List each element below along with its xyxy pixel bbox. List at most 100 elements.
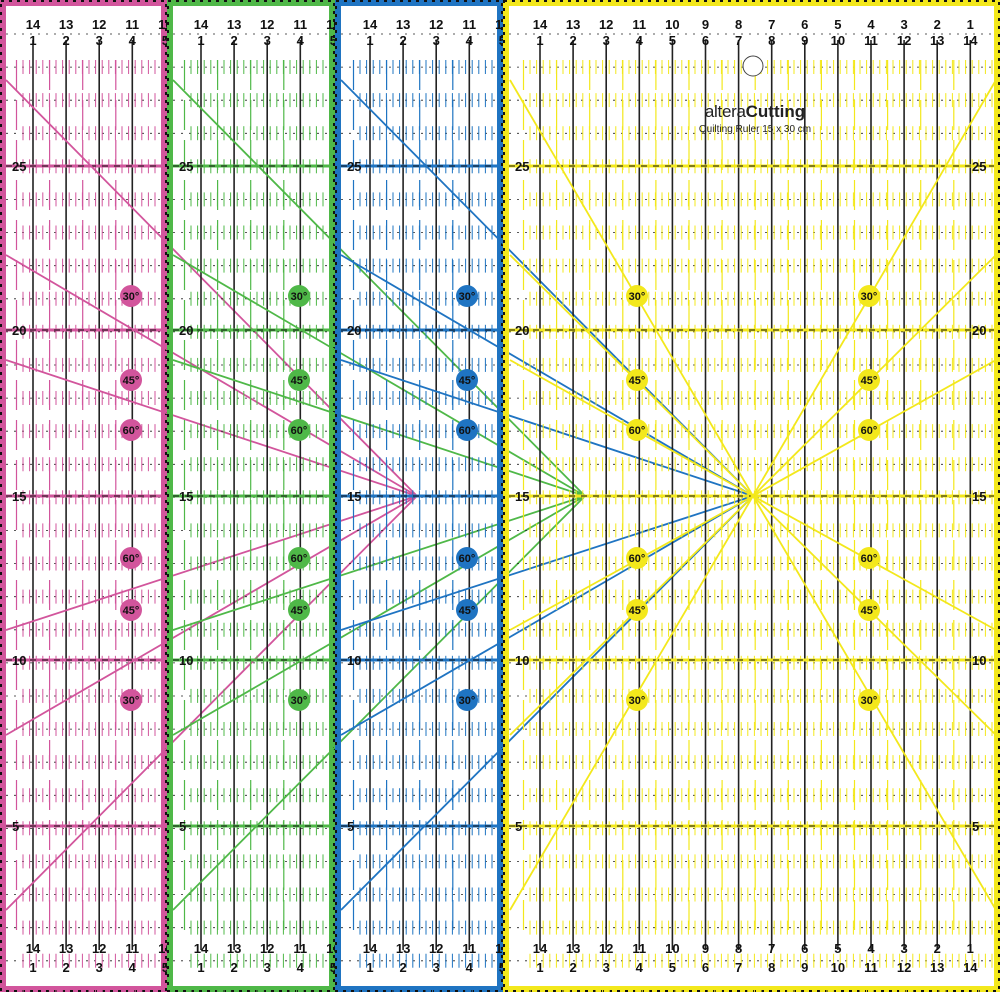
bottom-number: 1 <box>29 960 36 975</box>
bottom-top-number: 11 <box>293 941 307 956</box>
top-number: 11 <box>462 17 476 32</box>
angle-label: 45° <box>629 605 646 617</box>
bottom-top-number: 13 <box>566 941 580 956</box>
side-number-10: 10 <box>12 653 26 668</box>
top-sub-number: 2 <box>230 33 237 48</box>
top-number: 10 <box>665 17 679 32</box>
bottom-number: 9 <box>801 960 808 975</box>
bottom-number: 7 <box>735 960 742 975</box>
top-number: 12 <box>92 17 106 32</box>
angle-badge <box>120 419 142 441</box>
angle-line <box>5 79 418 497</box>
angle-label: 60° <box>291 553 308 565</box>
side-number-right-5: 5 <box>972 819 979 834</box>
side-number-5: 5 <box>179 819 186 834</box>
bottom-top-number: 1 <box>967 941 974 956</box>
angle-badge <box>858 599 880 621</box>
angle-label: 60° <box>629 425 646 437</box>
edge-ticks <box>503 0 1000 992</box>
angle-badge <box>288 599 310 621</box>
top-sub-number: 2 <box>62 33 69 48</box>
angle-label: 60° <box>123 553 140 565</box>
angle-badge <box>626 689 648 711</box>
angle-line <box>5 495 418 736</box>
side-number-20: 20 <box>515 323 529 338</box>
top-sub-number: 3 <box>264 33 271 48</box>
top-sub-number: 2 <box>399 33 406 48</box>
angle-label: 30° <box>629 695 646 707</box>
bottom-number: 3 <box>264 960 271 975</box>
bottom-top-number: 14 <box>26 941 41 956</box>
angle-label: 30° <box>459 695 476 707</box>
angle-line <box>5 495 418 631</box>
top-sub-number: 10 <box>831 33 845 48</box>
bottom-number: 2 <box>569 960 576 975</box>
side-number-15: 15 <box>347 489 361 504</box>
top-sub-number: 3 <box>433 33 440 48</box>
ruler-green: 2520151051414131312121111101011223344553… <box>167 0 586 997</box>
angle-label: 60° <box>861 553 878 565</box>
angle-line <box>5 495 418 911</box>
angle-badge <box>858 369 880 391</box>
bottom-number: 10 <box>831 960 845 975</box>
angle-line <box>340 359 754 497</box>
top-number: 1 <box>967 17 974 32</box>
angle-badge <box>120 689 142 711</box>
bottom-top-number: 12 <box>599 941 613 956</box>
top-sub-number: 14 <box>963 33 978 48</box>
top-number: 11 <box>293 17 307 32</box>
top-number: 12 <box>429 17 443 32</box>
side-number-20: 20 <box>12 323 26 338</box>
top-sub-number: 3 <box>603 33 610 48</box>
bottom-number: 5 <box>162 960 169 975</box>
side-number-right-10: 10 <box>972 653 986 668</box>
bottom-number: 13 <box>930 960 944 975</box>
bottom-number: 5 <box>669 960 676 975</box>
angle-badge <box>626 369 648 391</box>
side-number-right-15: 15 <box>972 489 986 504</box>
top-sub-number: 5 <box>499 33 506 48</box>
bottom-top-number: 12 <box>260 941 274 956</box>
bottom-top-number: 8 <box>735 941 742 956</box>
angle-label: 30° <box>629 291 646 303</box>
angle-line <box>172 495 586 736</box>
top-number: 13 <box>59 17 73 32</box>
edge-ticks <box>167 0 335 992</box>
angle-badge <box>288 369 310 391</box>
top-number: 14 <box>533 17 548 32</box>
ruler-border <box>0 0 167 992</box>
side-number-right-20: 20 <box>972 323 986 338</box>
angle-badge <box>288 689 310 711</box>
side-number-15: 15 <box>12 489 26 504</box>
bottom-number: 1 <box>536 960 543 975</box>
top-sub-number: 2 <box>569 33 576 48</box>
angle-label: 60° <box>123 425 140 437</box>
angle-label: 60° <box>459 553 476 565</box>
angle-label: 45° <box>861 605 878 617</box>
bottom-top-number: 11 <box>125 941 139 956</box>
angle-line <box>340 495 754 631</box>
angle-badge <box>626 599 648 621</box>
bottom-top-number: 14 <box>363 941 378 956</box>
angle-badge <box>288 419 310 441</box>
angle-label: 45° <box>861 375 878 387</box>
ruler-blue: 2520151051414131312121111101011223344553… <box>335 0 754 997</box>
angle-label: 30° <box>123 291 140 303</box>
bottom-number: 6 <box>702 960 709 975</box>
angle-badge <box>288 285 310 307</box>
top-number: 12 <box>599 17 613 32</box>
top-sub-number: 5 <box>330 33 337 48</box>
top-number: 14 <box>26 17 41 32</box>
bottom-top-number: 11 <box>632 941 646 956</box>
bottom-top-number: 9 <box>702 941 709 956</box>
angle-label: 30° <box>861 291 878 303</box>
top-sub-number: 13 <box>930 33 944 48</box>
bottom-number: 1 <box>197 960 204 975</box>
angle-badge <box>120 547 142 569</box>
bottom-number: 3 <box>433 960 440 975</box>
hanging-hole <box>742 55 764 77</box>
angle-badge <box>456 599 478 621</box>
angle-line <box>340 495 754 736</box>
ruler-border <box>503 0 1000 992</box>
bottom-number: 12 <box>897 960 911 975</box>
